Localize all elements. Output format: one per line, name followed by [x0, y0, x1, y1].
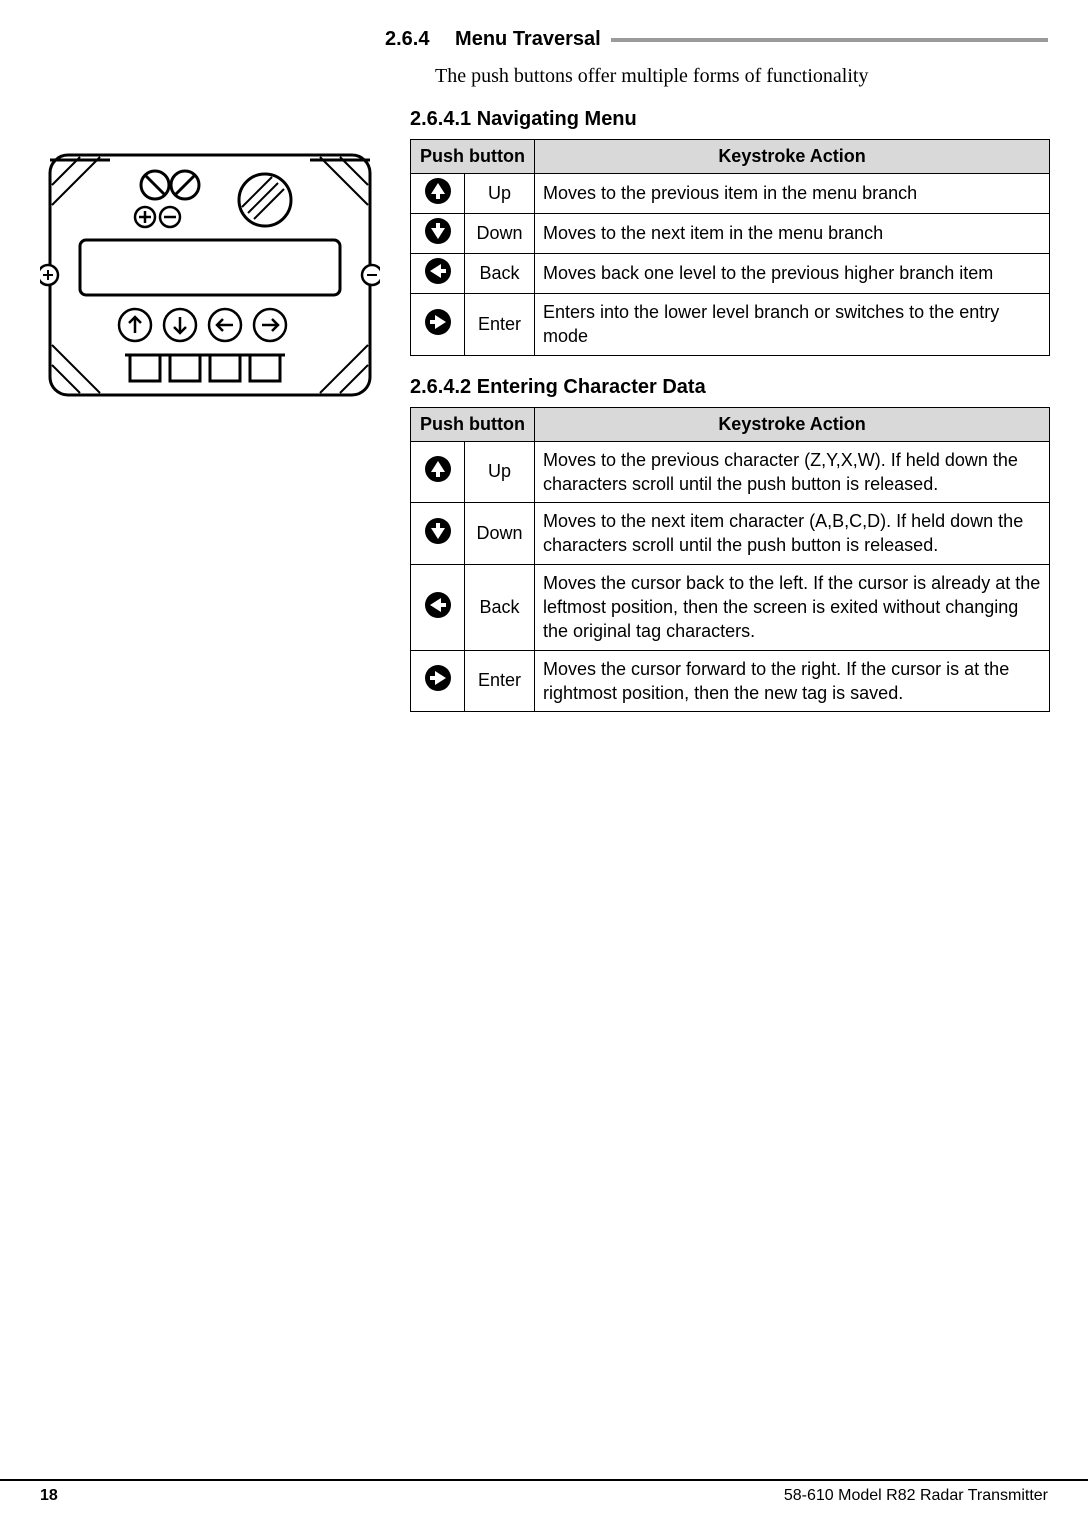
button-label: Enter: [465, 294, 535, 356]
heading-rule: [611, 38, 1048, 42]
table-row: Up Moves to the previous item in the men…: [411, 174, 1050, 214]
table-row: Down Moves to the next item character (A…: [411, 503, 1050, 565]
content-row: Push button Keystroke Action Up Moves to…: [40, 139, 1048, 712]
button-action: Moves to the previous item in the menu b…: [535, 174, 1050, 214]
down-arrow-icon: [411, 214, 465, 254]
tables-column: Push button Keystroke Action Up Moves to…: [380, 139, 1050, 712]
col-push-button: Push button: [411, 140, 535, 174]
page-container: 2.6.4 Menu Traversal The push buttons of…: [0, 0, 1088, 1531]
button-label: Up: [465, 174, 535, 214]
right-arrow-icon: [411, 650, 465, 712]
sub2-number: 2.6.4.2: [410, 376, 471, 398]
table-row: Enter Enters into the lower level branch…: [411, 294, 1050, 356]
button-label: Down: [465, 503, 535, 565]
section-number: 2.6.4: [385, 28, 429, 51]
button-label: Down: [465, 214, 535, 254]
left-arrow-icon: [411, 564, 465, 650]
table-header-row: Push button Keystroke Action: [411, 140, 1050, 174]
down-arrow-icon: [411, 503, 465, 565]
button-label: Up: [465, 441, 535, 503]
page-number: 18: [40, 1487, 58, 1505]
table-header-row: Push button Keystroke Action: [411, 407, 1050, 441]
button-action: Moves the cursor back to the left. If th…: [535, 564, 1050, 650]
button-label: Back: [465, 564, 535, 650]
button-action: Moves back one level to the previous hig…: [535, 254, 1050, 294]
table-row: Up Moves to the previous character (Z,Y,…: [411, 441, 1050, 503]
section-intro: The push buttons offer multiple forms of…: [435, 65, 1048, 88]
section-title: Menu Traversal: [455, 28, 601, 51]
device-svg: [40, 145, 380, 405]
sub1-number: 2.6.4.1: [410, 108, 471, 130]
up-arrow-icon: [411, 174, 465, 214]
subheading-1: 2.6.4.1 Navigating Menu: [410, 108, 1048, 131]
device-illustration: [40, 139, 380, 410]
sub1-title: Navigating Menu: [477, 108, 637, 130]
col-keystroke-action: Keystroke Action: [535, 407, 1050, 441]
table-row: Back Moves the cursor back to the left. …: [411, 564, 1050, 650]
button-action: Moves to the previous character (Z,Y,X,W…: [535, 441, 1050, 503]
col-keystroke-action: Keystroke Action: [535, 140, 1050, 174]
subheading-2: 2.6.4.2 Entering Character Data: [410, 376, 1050, 399]
right-arrow-icon: [411, 294, 465, 356]
button-action: Enters into the lower level branch or sw…: [535, 294, 1050, 356]
footer-doc-id: 58-610 Model R82 Radar Transmitter: [784, 1487, 1048, 1505]
table-row: Enter Moves the cursor forward to the ri…: [411, 650, 1050, 712]
up-arrow-icon: [411, 441, 465, 503]
col-push-button: Push button: [411, 407, 535, 441]
button-label: Back: [465, 254, 535, 294]
table-row: Down Moves to the next item in the menu …: [411, 214, 1050, 254]
button-label: Enter: [465, 650, 535, 712]
left-arrow-icon: [411, 254, 465, 294]
table-row: Back Moves back one level to the previou…: [411, 254, 1050, 294]
page-footer: 18 58-610 Model R82 Radar Transmitter: [0, 1479, 1088, 1505]
entering-character-table: Push button Keystroke Action Up Moves to…: [410, 407, 1050, 713]
sub2-title: Entering Character Data: [477, 376, 706, 398]
section-heading: 2.6.4 Menu Traversal: [385, 28, 1048, 51]
navigating-menu-table: Push button Keystroke Action Up Moves to…: [410, 139, 1050, 356]
button-action: Moves to the next item character (A,B,C,…: [535, 503, 1050, 565]
button-action: Moves the cursor forward to the right. I…: [535, 650, 1050, 712]
button-action: Moves to the next item in the menu branc…: [535, 214, 1050, 254]
